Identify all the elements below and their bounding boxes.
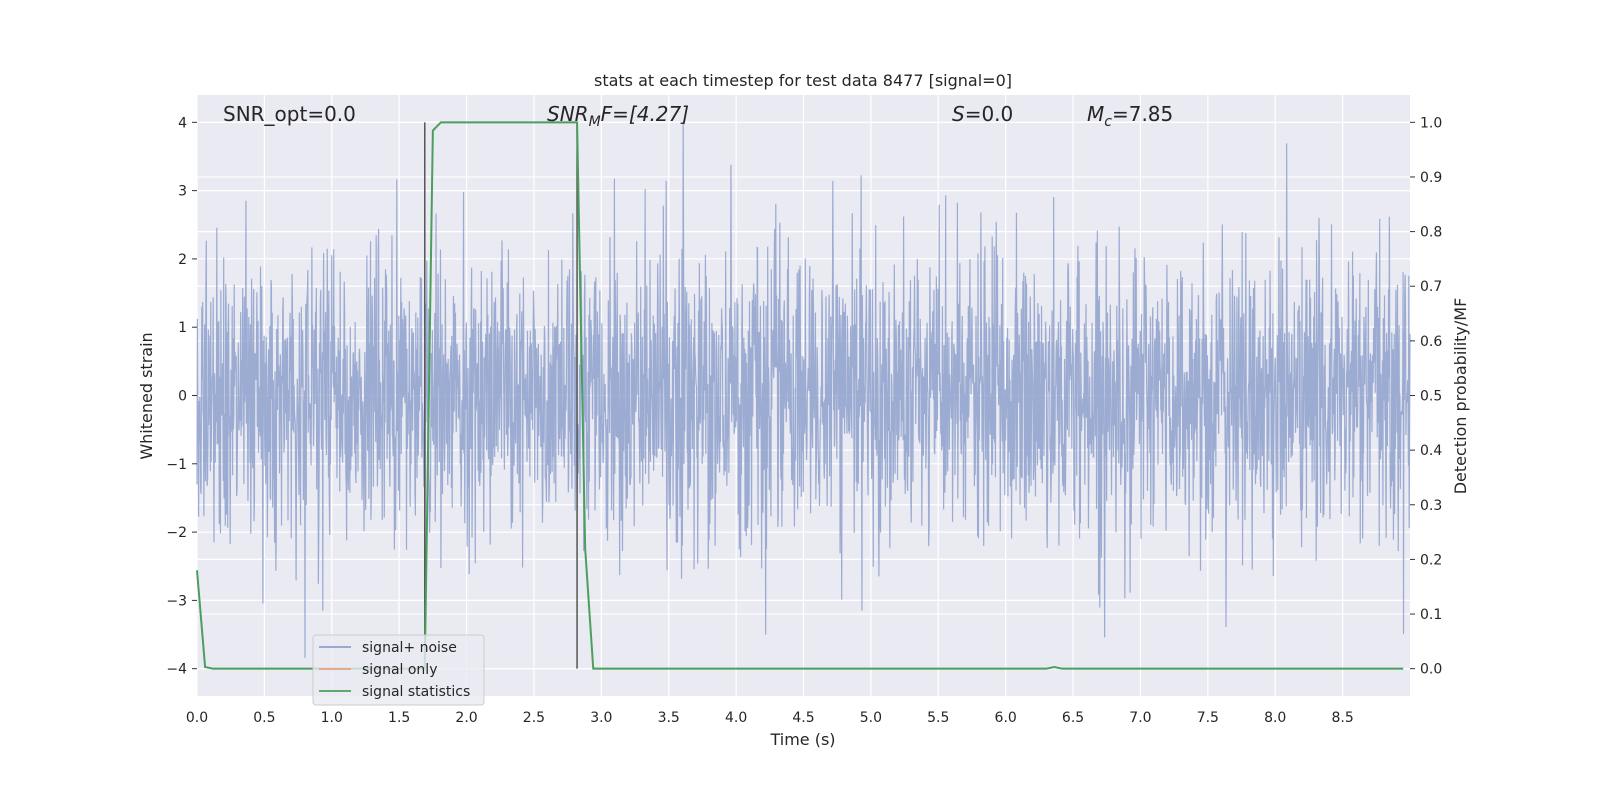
x-tick-label: 1.5 <box>388 710 410 726</box>
legend: signal+ noise signal only signal statist… <box>312 634 485 706</box>
x-tick-label: 5.5 <box>927 710 949 726</box>
annotation-snr-mf: SNRMF=[4.27] <box>547 102 689 130</box>
y2-tick-label: 0.8 <box>1420 225 1442 241</box>
y-tick-label: 4 <box>178 115 187 131</box>
x-tick-label: 4.5 <box>792 710 814 726</box>
x-tick-label: 6.0 <box>995 710 1017 726</box>
y-tick-label: −1 <box>166 457 187 473</box>
y2-tick-label: 0.0 <box>1420 662 1442 678</box>
y2-tick-label: 0.7 <box>1420 279 1442 295</box>
y2-tick-label: 0.1 <box>1420 607 1442 623</box>
x-tick-label: 4.0 <box>725 710 747 726</box>
series-signal-statistics <box>196 121 1404 670</box>
x-tick-label: 7.5 <box>1197 710 1219 726</box>
vertical-markers <box>424 122 578 669</box>
x-tick-label: 7.0 <box>1129 710 1151 726</box>
annotation-snr-opt: SNR_opt=0.0 <box>223 102 356 126</box>
y-tick-label: −3 <box>166 593 187 609</box>
y-tick-label: 2 <box>178 252 187 268</box>
x-tick-label: 0.0 <box>186 710 208 726</box>
x-tick-label: 0.5 <box>253 710 275 726</box>
y-axis-label: Whitened strain <box>137 332 156 459</box>
y2-tick-label: 0.5 <box>1420 389 1442 405</box>
series-signal-noise <box>196 122 1411 658</box>
legend-label-signal-only: signal only <box>362 662 437 678</box>
y-tick-labels: 4 3 2 1 0 −1 −2 −3 −4 <box>166 115 197 678</box>
x-tick-label: 1.0 <box>321 710 343 726</box>
y2-axis-label: Detection probability/MF <box>1451 298 1470 495</box>
y2-tick-labels: 1.0 0.9 0.8 0.7 0.6 0.5 0.4 0.3 0.2 0.1 0.0 <box>1410 115 1442 678</box>
annotation-mc: Mc=7.85 <box>1087 102 1173 130</box>
x-tick-label: 6.5 <box>1062 710 1084 726</box>
y2-tick-label: 0.2 <box>1420 552 1442 568</box>
y2-tick-label: 0.6 <box>1420 334 1442 350</box>
x-tick-label: 2.5 <box>523 710 545 726</box>
y2-tick-label: 0.3 <box>1420 498 1442 514</box>
legend-box <box>312 634 485 706</box>
x-tick-label: 8.5 <box>1331 710 1353 726</box>
y2-tick-label: 0.4 <box>1420 443 1442 459</box>
x-tick-labels: 0.0 0.5 1.0 1.5 2.0 2.5 3.0 3.5 4.0 4.5 5.0 5.5 6.0 6… <box>186 710 1354 726</box>
y2-tick-label: 1.0 <box>1420 115 1442 131</box>
x-tick-label: 3.5 <box>658 710 680 726</box>
x-tick-label: 8.0 <box>1264 710 1286 726</box>
legend-label-signal-noise: signal+ noise <box>362 640 457 656</box>
stats-line <box>196 121 1404 670</box>
y-tick-label: 1 <box>178 320 187 336</box>
x-tick-label: 5.0 <box>860 710 882 726</box>
x-axis-label: Time (s) <box>769 730 835 749</box>
annotation-s: S=0.0 <box>952 102 1013 126</box>
y-tick-label: −2 <box>166 525 187 541</box>
x-tick-label: 3.0 <box>590 710 612 726</box>
y2-tick-label: 0.9 <box>1420 170 1442 186</box>
y-tick-label: −4 <box>166 662 187 678</box>
chart-title: stats at each timestep for test data 847… <box>594 71 1012 90</box>
noise-line <box>196 122 1411 658</box>
x-tick-label: 2.0 <box>455 710 477 726</box>
legend-label-signal-statistics: signal statistics <box>362 684 470 700</box>
y-tick-label: 0 <box>178 389 187 405</box>
y-tick-label: 3 <box>178 184 187 200</box>
